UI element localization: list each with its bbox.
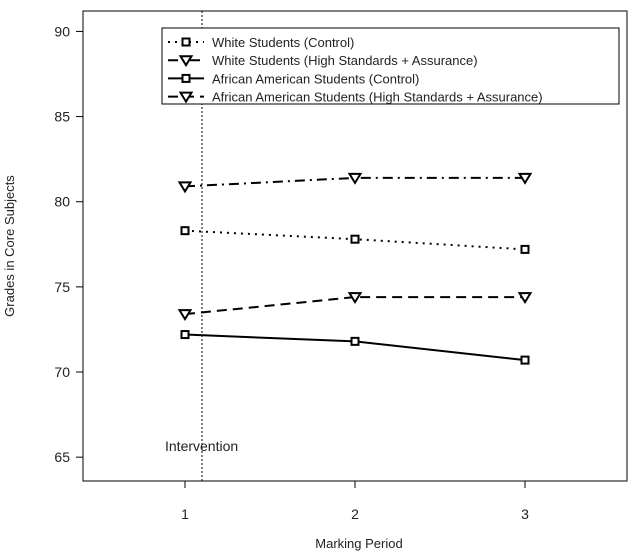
legend: White Students (Control) White Students (…	[161, 27, 620, 105]
series-african-american-students-high-standards-assurance	[177, 292, 533, 322]
legend-label-3: African American Students (Control)	[212, 71, 419, 86]
y-tick-label-65: 65	[54, 449, 70, 465]
legend-label-2: White Students (High Standards + Assuran…	[212, 53, 478, 68]
y-tick-label-90: 90	[54, 23, 70, 39]
series-line-4	[184, 296, 525, 316]
data-point-s3-p3	[520, 355, 530, 365]
legend-marker-3	[181, 73, 191, 83]
data-point-s3-p1	[180, 330, 190, 340]
series-line-1	[184, 229, 526, 251]
x-tick-label-3: 3	[521, 506, 529, 522]
data-point-s4-p2	[347, 292, 363, 305]
data-point-s3-p2	[350, 336, 360, 346]
intervention-label: Intervention	[165, 438, 238, 454]
legend-marker-1	[181, 37, 191, 47]
x-axis: 1 2 3	[181, 480, 529, 522]
series-african-american-students-control	[180, 330, 530, 365]
y-axis: 65 70 75 80 85 90	[54, 23, 84, 465]
data-point-s2-p1	[177, 181, 193, 194]
series-white-students-high-standards-assurance	[177, 172, 533, 194]
x-tick-label-2: 2	[351, 506, 359, 522]
data-point-s2-p3	[517, 172, 533, 185]
annotation-layer: Intervention	[165, 11, 238, 481]
data-point-s4-p3	[517, 292, 533, 305]
data-point-s2-p2	[347, 172, 363, 185]
data-point-s4-p1	[177, 309, 193, 322]
legend-label-4: African American Students (High Standard…	[212, 90, 543, 105]
legend-marker-2	[178, 55, 194, 68]
y-tick-label-75: 75	[54, 279, 70, 295]
y-tick-label-85: 85	[54, 109, 70, 125]
legend-box	[161, 27, 620, 105]
series-white-students-control	[180, 226, 530, 254]
x-axis-title: Marking Period	[315, 536, 402, 551]
data-point-s1-p1	[180, 226, 190, 236]
legend-marker-4	[178, 91, 194, 104]
x-tick-label-1: 1	[181, 506, 189, 522]
data-point-s1-p3	[520, 244, 530, 254]
series-layer	[177, 172, 533, 365]
legend-label-1: White Students (Control)	[212, 35, 354, 50]
y-tick-label-70: 70	[54, 364, 70, 380]
y-tick-label-80: 80	[54, 194, 70, 210]
y-axis-title: Grades in Core Subjects	[2, 175, 17, 317]
data-point-s1-p2	[350, 234, 360, 244]
